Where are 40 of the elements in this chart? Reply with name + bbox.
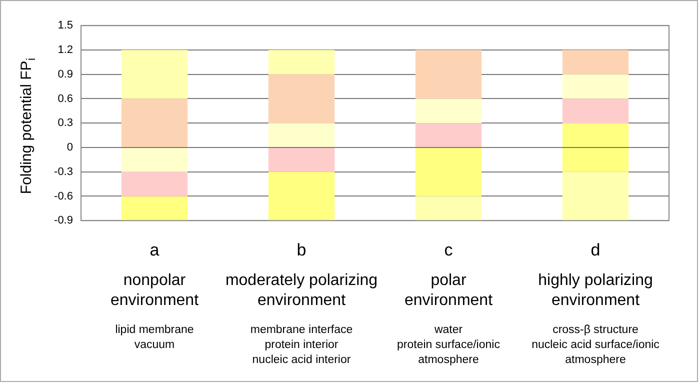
bar bbox=[415, 148, 482, 196]
bar bbox=[268, 172, 335, 221]
bar bbox=[562, 98, 629, 124]
bar bbox=[268, 74, 335, 124]
x-tick-label: d bbox=[590, 240, 600, 260]
y-tick-label: -0.3 bbox=[54, 166, 73, 178]
y-tick-label: 0.9 bbox=[58, 68, 73, 80]
bar bbox=[415, 123, 482, 147]
text: highly polarizing environment bbox=[537, 271, 654, 311]
text: water protein surface/ionic atmosphere bbox=[396, 323, 501, 368]
bar bbox=[268, 50, 335, 74]
bar bbox=[268, 148, 335, 172]
text: cross-β structure nucleic acid surface/ionic atmosphere bbox=[530, 323, 660, 368]
bar bbox=[562, 172, 629, 221]
bar bbox=[415, 98, 482, 124]
bar bbox=[121, 50, 188, 99]
bar bbox=[562, 74, 629, 99]
bar bbox=[121, 172, 188, 196]
bar bbox=[415, 196, 482, 221]
text: lipid membrane vacuum bbox=[114, 323, 195, 353]
bar bbox=[415, 50, 482, 99]
text: nonpolar environment bbox=[110, 272, 199, 309]
y-tick-label: 1.5 bbox=[58, 20, 73, 32]
bar bbox=[121, 196, 188, 221]
text: moderately polarizing environment bbox=[224, 271, 379, 311]
y-tick-label: 1.2 bbox=[58, 44, 73, 56]
text: membrane interface protein interior nucleic acid interior bbox=[249, 323, 354, 368]
y-tick-label: -0.9 bbox=[54, 214, 73, 227]
bar bbox=[562, 50, 629, 74]
text: polar environment bbox=[404, 272, 493, 309]
y-tick-label: 0 bbox=[66, 142, 73, 154]
bar bbox=[121, 148, 188, 172]
y-tick-label: 0.6 bbox=[58, 92, 73, 105]
x-tick-label: b bbox=[296, 240, 306, 260]
bar bbox=[121, 98, 188, 147]
bar bbox=[268, 123, 335, 147]
x-tick-label: c bbox=[444, 240, 454, 260]
y-tick-label: -0.6 bbox=[54, 190, 73, 202]
y-tick-label: 0.3 bbox=[58, 117, 73, 130]
x-tick-label: a bbox=[150, 240, 160, 260]
